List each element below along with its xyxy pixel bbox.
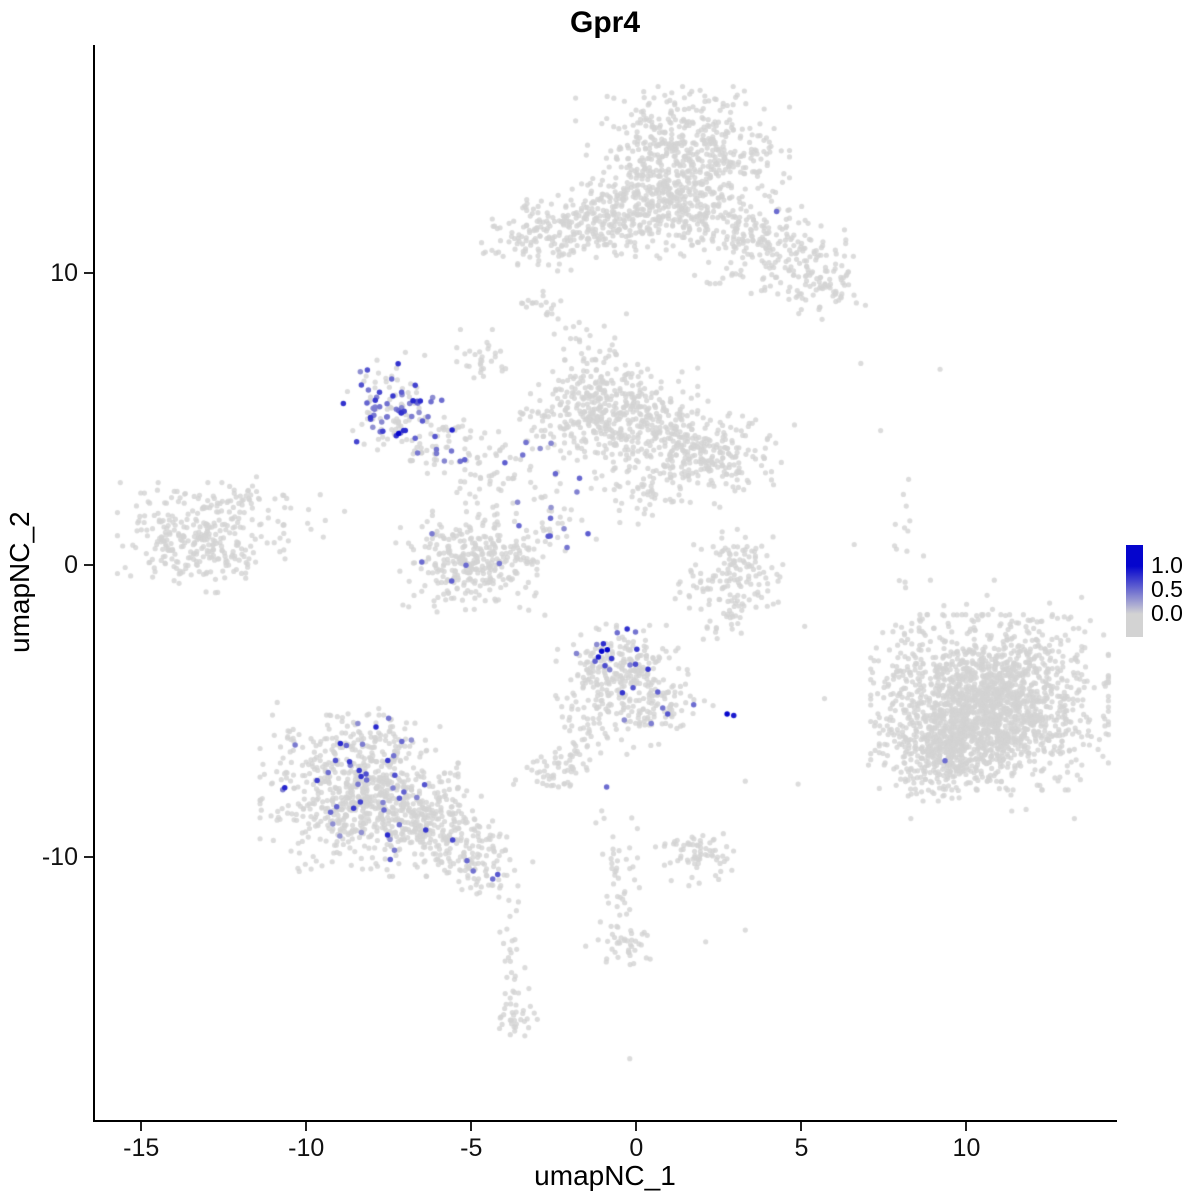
x-tick-mark xyxy=(140,1122,143,1131)
legend-label-mid: 0.5 xyxy=(1151,576,1183,602)
x-axis-label: umapNC_1 xyxy=(534,1160,676,1191)
legend-label-low: 0.0 xyxy=(1151,600,1183,626)
x-tick-label: 0 xyxy=(629,1134,644,1162)
x-tick-mark xyxy=(800,1122,803,1131)
y-tick-mark xyxy=(84,563,93,566)
x-tick-mark xyxy=(470,1122,473,1131)
y-tick-mark xyxy=(84,856,93,859)
y-axis-label: umapNC_2 xyxy=(4,511,35,654)
umap-scatter-canvas xyxy=(95,45,1115,1120)
x-tick-mark xyxy=(305,1122,308,1131)
legend-gradient-bar xyxy=(1126,545,1143,637)
x-tick-mark xyxy=(635,1122,638,1131)
y-tick-label: 10 xyxy=(50,258,78,287)
x-tick-label: -15 xyxy=(123,1134,160,1162)
expression-legend: 1.0 0.5 0.0 xyxy=(1120,538,1200,648)
y-axis-line xyxy=(93,45,95,1122)
y-tick-mark xyxy=(84,271,93,274)
x-axis-line xyxy=(93,1120,1117,1122)
x-tick-label: -10 xyxy=(288,1134,325,1162)
plot-area xyxy=(95,45,1115,1120)
x-tick-mark xyxy=(965,1122,968,1131)
x-tick-label: -5 xyxy=(460,1134,483,1162)
legend-label-high: 1.0 xyxy=(1151,552,1183,578)
x-tick-label: 10 xyxy=(952,1134,981,1162)
x-tick-label: 5 xyxy=(794,1134,809,1162)
plot-title: Gpr4 xyxy=(569,6,641,39)
y-tick-label: -10 xyxy=(41,843,78,872)
y-tick-label: 0 xyxy=(64,550,78,579)
